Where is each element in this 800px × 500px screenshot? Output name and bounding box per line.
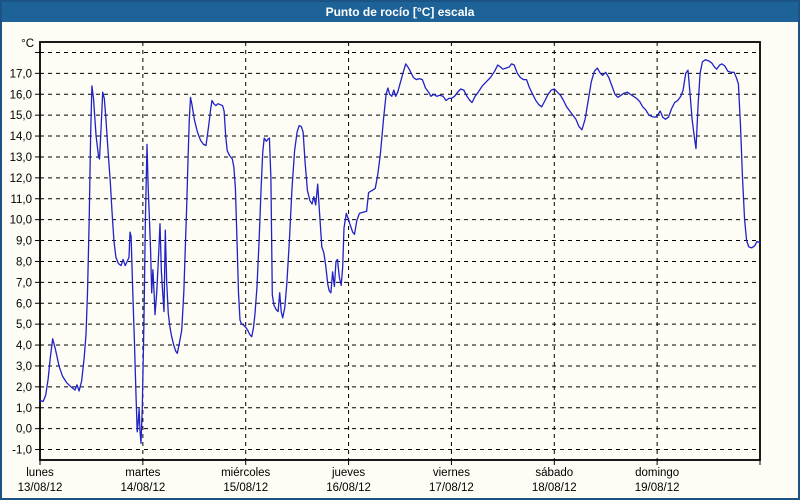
y-tick-label: 3,0 [16,361,32,373]
plot-border [39,41,761,461]
y-tick-label: 7,0 [16,277,32,289]
x-tick-date-label: 19/08/12 [635,482,680,494]
x-tick-day-label: martes [125,467,160,479]
y-tick-label: 10,0 [10,215,32,227]
y-axis-unit-label: °C [21,38,34,50]
y-tick-label: 9,0 [16,236,32,248]
x-tick-day-label: jueves [331,467,365,479]
x-tick-date-label: 13/08/12 [18,482,63,494]
y-tick-label: 14,0 [10,131,32,143]
x-tick-date-label: 18/08/12 [532,482,577,494]
x-tick-day-label: viernes [433,467,470,479]
x-tick-date-label: 15/08/12 [223,482,268,494]
x-tick-day-label: sábado [535,467,573,479]
y-tick-label: 17,0 [10,68,32,80]
y-tick-label: 1,0 [16,403,32,415]
y-tick-label: 13,0 [10,152,32,164]
y-tick-label: 2,0 [16,382,32,394]
y-tick-label: 11,0 [10,194,32,206]
window-title-bar: Punto de rocío [°C] escala [2,2,798,22]
y-tick-label: 15,0 [10,110,32,122]
y-tick-label: -1,0 [12,445,32,457]
y-tick-label: 5,0 [16,319,32,331]
y-tick-label: 8,0 [16,256,32,268]
x-tick-day-label: domingo [635,467,679,479]
y-tick-label: 0,0 [16,424,32,436]
x-tick-date-label: 17/08/12 [429,482,474,494]
dew-point-series-line [39,59,761,444]
y-tick-label: 12,0 [10,173,32,185]
y-tick-label: 6,0 [16,298,32,310]
x-tick-date-label: 14/08/12 [120,482,165,494]
y-tick-label: 4,0 [16,340,32,352]
x-tick-day-label: miércoles [221,467,270,479]
x-tick-date-label: 16/08/12 [326,482,371,494]
x-tick-day-label: lunes [26,467,54,479]
window-title: Punto de rocío [°C] escala [325,5,475,19]
y-tick-label: 16,0 [10,89,32,101]
